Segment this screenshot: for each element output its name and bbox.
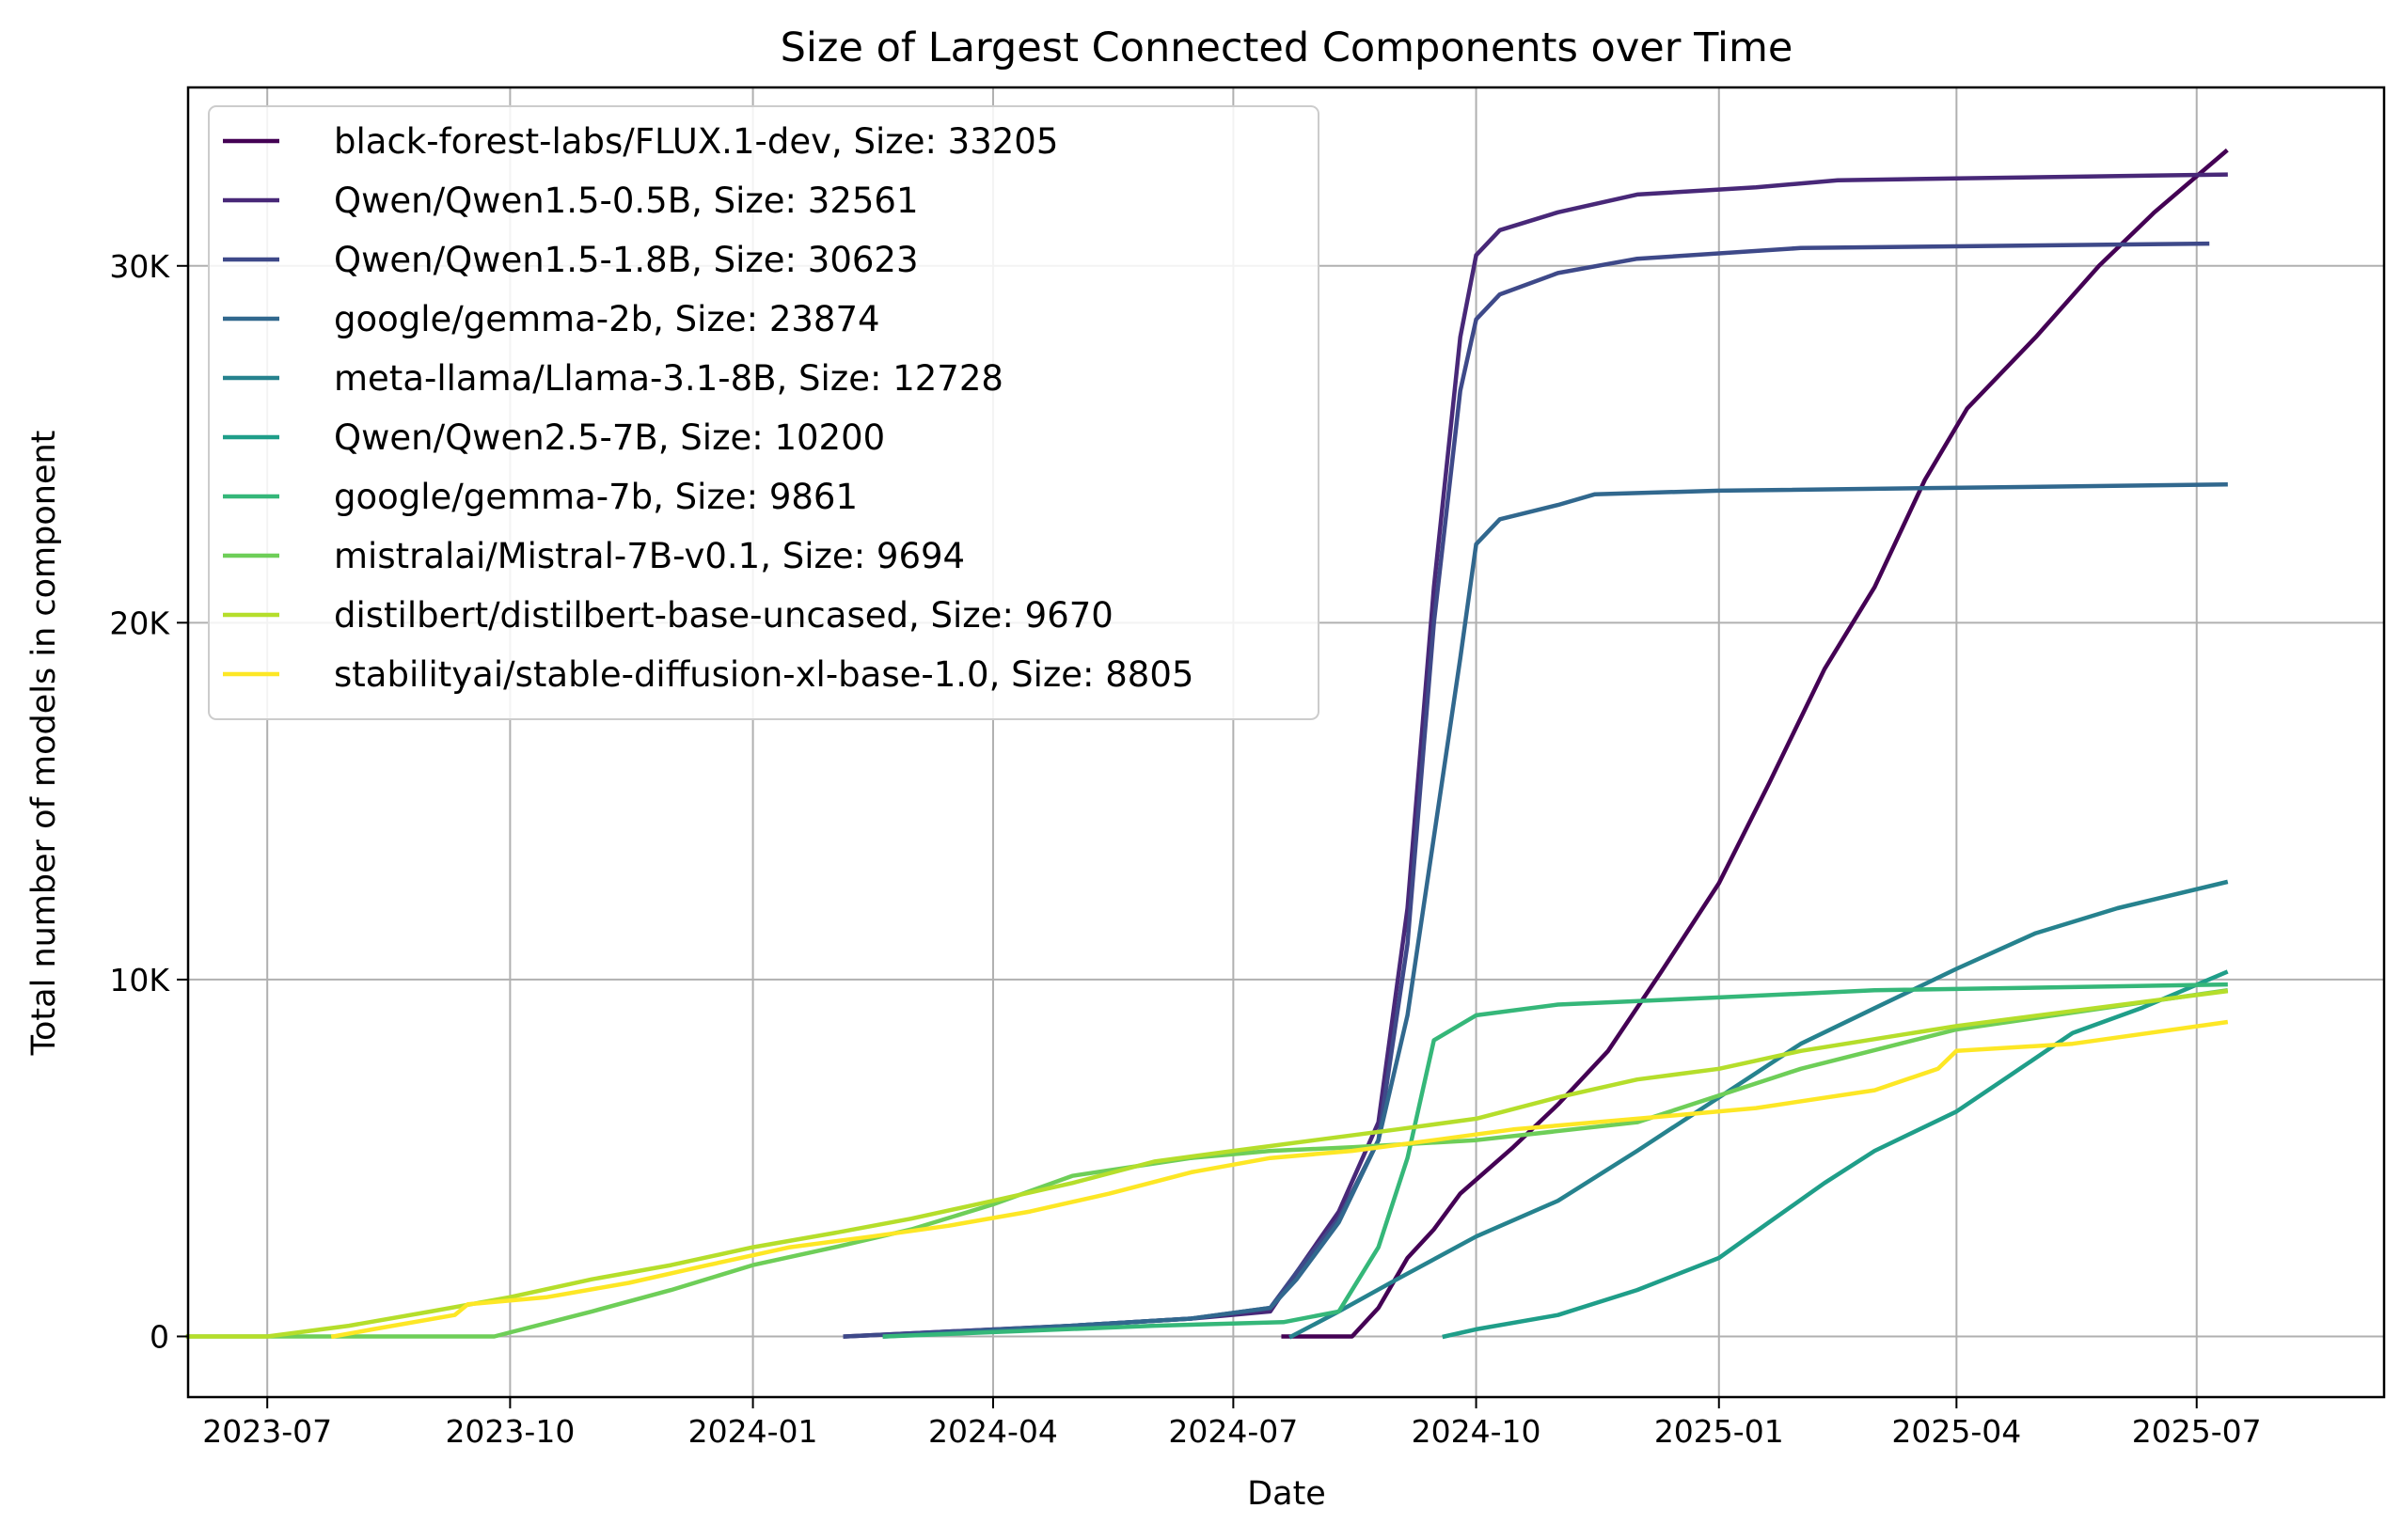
- legend: black-forest-labs/FLUX.1-dev, Size: 3320…: [208, 105, 1319, 720]
- x-tick-label: 2023-07: [202, 1413, 332, 1450]
- legend-entry-label: black-forest-labs/FLUX.1-dev, Size: 3320…: [334, 121, 1058, 162]
- chart-title: Size of Largest Connected Components ove…: [781, 24, 1793, 71]
- legend-entry-label: google/gemma-2b, Size: 23874: [334, 299, 880, 339]
- legend-entry-label: Qwen/Qwen1.5-1.8B, Size: 30623: [334, 240, 918, 280]
- x-tick-label: 2024-07: [1168, 1413, 1298, 1450]
- legend-entry-label: Qwen/Qwen1.5-0.5B, Size: 32561: [334, 181, 918, 221]
- plot-frame: [186, 86, 2386, 1399]
- legend-entry-label: google/gemma-7b, Size: 9861: [334, 477, 858, 517]
- y-axis: 0 10K 20K 30K: [109, 248, 188, 1355]
- y-axis-label: Total number of models in component: [25, 431, 63, 1057]
- legend-entry-label: stabilityai/stable-diffusion-xl-base-1.0…: [334, 654, 1193, 695]
- legend-entry-label: Qwen/Qwen2.5-7B, Size: 10200: [334, 417, 885, 458]
- legend-box: [208, 105, 1319, 720]
- series-layer: [185, 148, 2229, 1340]
- x-tick-label: 2024-10: [1412, 1413, 1541, 1450]
- series-line-1: [1281, 148, 2229, 1339]
- x-tick-label: 2025-01: [1654, 1413, 1784, 1450]
- x-tick-label: 2024-01: [688, 1413, 818, 1450]
- series-line-6: [1442, 969, 2229, 1340]
- legend-entry-label: distilbert/distilbert-base-uncased, Size…: [334, 595, 1114, 636]
- series-line-10: [330, 1019, 2229, 1340]
- series-line-8: [185, 987, 2229, 1339]
- x-axis: 2023-07 2023-10 2024-01 2024-04 2024-07 2024-…: [202, 1397, 2262, 1450]
- series-line-4: [882, 482, 2228, 1339]
- y-tick-label: 10K: [109, 962, 170, 998]
- legend-entry-label: mistralai/Mistral-7B-v0.1, Size: 9694: [334, 536, 965, 576]
- legend-entry-label: meta-llama/Llama-3.1-8B, Size: 12728: [334, 358, 1003, 399]
- series-line-7: [882, 982, 2228, 1339]
- x-tick-label: 2025-07: [2132, 1413, 2262, 1450]
- x-tick-label: 2023-10: [445, 1413, 575, 1450]
- x-tick-label: 2025-04: [1891, 1413, 2021, 1450]
- x-axis-label: Date: [1247, 1475, 1326, 1513]
- y-tick-label: 0: [150, 1318, 169, 1355]
- y-tick-label: 30K: [109, 248, 170, 285]
- series-line-2: [843, 172, 2228, 1339]
- y-tick-label: 20K: [109, 605, 170, 641]
- x-tick-label: 2024-04: [928, 1413, 1058, 1450]
